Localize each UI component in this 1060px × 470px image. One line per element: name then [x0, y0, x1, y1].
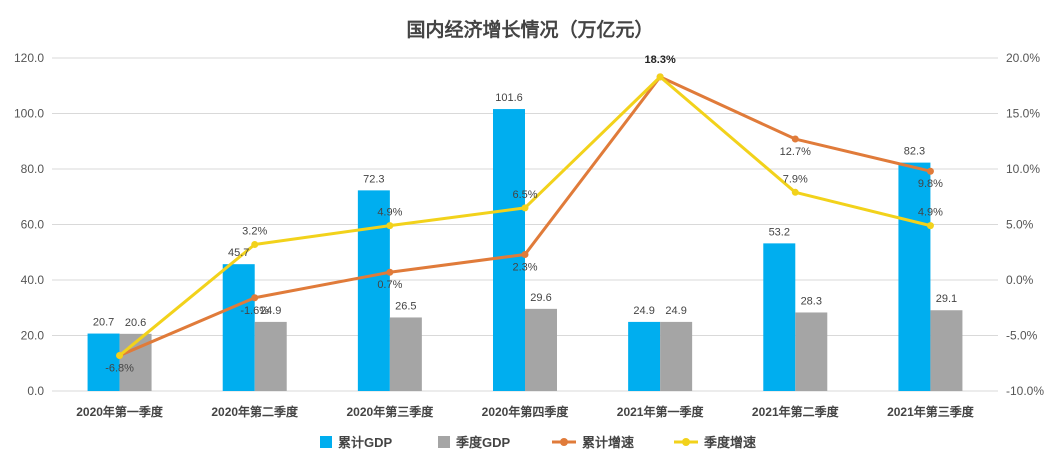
lines: [116, 73, 934, 359]
legend-swatch: [320, 436, 332, 448]
x-category-label: 2021年第一季度: [617, 404, 705, 419]
bar-cumulative-gdp: [628, 321, 661, 391]
line-marker: [251, 240, 259, 248]
legend-label: 季度增速: [703, 435, 756, 450]
line-marker: [791, 135, 799, 143]
line-marker: [116, 351, 124, 359]
x-axis-categories: 2020年第一季度 2020年第二季度 2020年第三季度 2020年第四季度 2021…: [76, 404, 975, 419]
x-category-label: 2020年第二季度: [211, 404, 299, 419]
line-marker: [386, 268, 394, 276]
y-right-tick-label: 10.0%: [1006, 162, 1040, 176]
y-left-tick-label: 20.0: [21, 329, 45, 343]
bar-quarterly-gdp: [525, 308, 557, 391]
line-value-label: 4.9%: [918, 207, 943, 219]
bar-cumulative-gdp: [357, 190, 390, 391]
bar-value-label: 29.6: [530, 292, 551, 304]
line-value-label: 6.5%: [512, 189, 537, 201]
bar-cumulative-gdp: [87, 333, 120, 391]
line-value-label: 9.8%: [918, 178, 943, 190]
line-value-label: 12.7%: [780, 146, 811, 158]
line-marker: [656, 73, 664, 81]
y-right-tick-label: 5.0%: [1006, 218, 1034, 232]
data-labels: 20.7 20.6 45.7 24.9 72.3 26.5 101.6 29.6 24.9 24.…: [93, 54, 957, 375]
line-marker: [386, 222, 394, 230]
legend-swatch-marker: [682, 438, 690, 446]
line-value-label: 4.9%: [377, 207, 402, 219]
y-left-tick-label: 60.0: [21, 218, 45, 232]
bar-value-label: 72.3: [363, 173, 384, 185]
x-category-label: 2020年第三季度: [347, 404, 435, 419]
line-value-label: -6.8%: [105, 362, 134, 374]
bar-cumulative-gdp: [763, 243, 796, 391]
bar-value-label: 26.5: [395, 300, 416, 312]
y-axis-right: -10.0% -5.0% 0.0% 5.0% 10.0% 15.0% 20.0%: [1006, 51, 1044, 398]
line-value-label: 3.2%: [242, 225, 267, 237]
bar-value-label: 82.3: [904, 146, 925, 158]
x-category-label: 2021年第二季度: [752, 404, 840, 419]
bar-value-label: 20.7: [93, 317, 114, 329]
legend-label: 累计增速: [582, 435, 634, 450]
bar-cumulative-gdp: [898, 162, 931, 391]
line-marker: [521, 204, 529, 212]
line-value-label: 2.3%: [512, 261, 537, 273]
legend-label: 累计GDP: [338, 435, 393, 450]
y-right-tick-label: 0.0%: [1006, 273, 1034, 287]
bar-value-label: 20.6: [125, 317, 146, 329]
y-left-tick-label: 80.0: [21, 162, 45, 176]
y-left-tick-label: 40.0: [21, 273, 45, 287]
bar-value-label: 24.9: [260, 305, 281, 317]
line-marker: [926, 167, 934, 175]
x-category-label: 2021年第三季度: [887, 404, 975, 419]
y-right-tick-label: 15.0%: [1006, 107, 1040, 121]
bar-value-label: 101.6: [495, 92, 523, 104]
bar-value-label: 28.3: [801, 295, 822, 307]
legend: 累计GDP 季度GDP 累计增速 季度增速: [320, 435, 756, 450]
bar-quarterly-gdp: [389, 317, 422, 391]
line-value-label: 18.3%: [645, 54, 676, 66]
y-right-tick-label: -5.0%: [1006, 329, 1038, 343]
line-marker: [251, 294, 259, 302]
legend-label: 季度GDP: [455, 435, 511, 450]
line-value-label: 7.9%: [783, 173, 808, 185]
line-marker: [521, 250, 529, 258]
bar-value-label: 45.7: [228, 247, 249, 259]
chart-title: 国内经济增长情况（万亿元）: [406, 18, 653, 41]
bar-cumulative-gdp: [222, 264, 255, 391]
bar-quarterly-gdp: [254, 321, 287, 391]
bar-quarterly-gdp: [660, 321, 693, 391]
line-marker: [791, 188, 799, 196]
line-value-label: -1.6%: [240, 305, 269, 317]
y-right-tick-label: 20.0%: [1006, 51, 1040, 65]
x-category-label: 2020年第四季度: [482, 404, 570, 419]
y-axis-left: 0.0 20.0 40.0 60.0 80.0 100.0 120.0: [14, 51, 44, 398]
bar-value-label: 29.1: [936, 293, 957, 305]
line-value-label: 0.7%: [377, 279, 402, 291]
line-marker: [926, 222, 934, 230]
bar-value-label: 53.2: [769, 226, 790, 238]
legend-swatch-marker: [560, 438, 568, 446]
legend-swatch: [438, 436, 450, 448]
bar-value-label: 24.9: [633, 305, 654, 317]
bars: [87, 109, 963, 391]
bar-cumulative-gdp: [493, 109, 525, 391]
x-category-label: 2020年第一季度: [76, 404, 164, 419]
y-left-tick-label: 120.0: [14, 51, 44, 65]
y-left-tick-label: 0.0: [27, 384, 44, 398]
bar-quarterly-gdp: [930, 310, 963, 391]
bar-value-label: 24.9: [665, 305, 686, 317]
y-left-tick-label: 100.0: [14, 107, 44, 121]
bar-quarterly-gdp: [795, 312, 828, 391]
y-right-tick-label: -10.0%: [1006, 384, 1044, 398]
